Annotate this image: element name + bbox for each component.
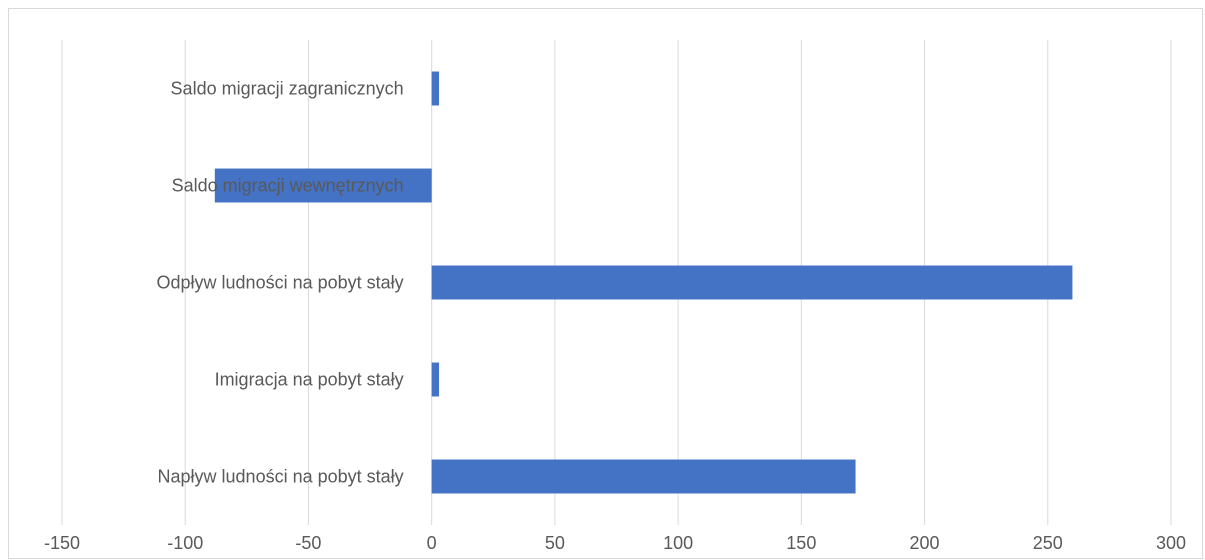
bar [431,265,1073,300]
category-labels: Napływ ludności na pobyt stały Imigracja … [157,79,404,487]
x-axis-tick-labels: -150 -100 -50 0 50 100 150 200 250 300 [44,533,1186,553]
x-tick-label: -100 [167,533,203,553]
x-tick-label: 250 [1033,533,1063,553]
bar [431,362,440,397]
bar [431,459,856,494]
x-tick-label: -50 [295,533,321,553]
x-tick-label: 300 [1156,533,1186,553]
x-tick-label: 200 [910,533,940,553]
x-tick-label: 100 [663,533,693,553]
x-tick-label: -150 [44,533,80,553]
x-tick-label: 50 [545,533,565,553]
bars [214,71,1073,494]
bar [214,168,432,203]
category-label: Saldo migracji zagranicznych [171,79,404,99]
category-label: Saldo migracji wewnętrznych [172,176,404,196]
category-label: Imigracja na pobyt stały [215,370,404,390]
bar [431,71,440,106]
x-tick-label: 150 [786,533,816,553]
category-label: Napływ ludności na pobyt stały [158,467,404,487]
x-tick-label: 0 [427,533,437,553]
category-label: Odpływ ludności na pobyt stały [157,273,404,293]
